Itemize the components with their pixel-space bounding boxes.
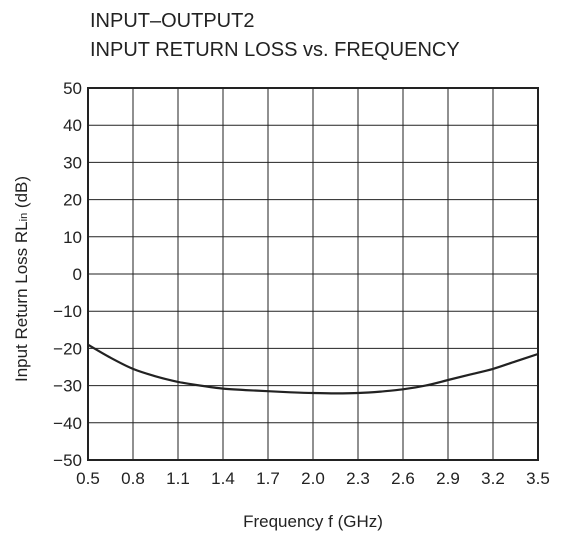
x-tick-label: 3.2 [481, 469, 505, 488]
y-tick-label: −30 [53, 377, 82, 396]
y-tick-labels: 50 40 30 20 10 0 −10 −20 −30 −40 −50 [53, 79, 82, 470]
plot-frame [87, 87, 539, 461]
y-tick-label: 10 [63, 228, 82, 247]
chart-title-line-2: INPUT RETURN LOSS vs. FREQUENCY [90, 39, 460, 61]
x-tick-label: 1.7 [256, 469, 280, 488]
x-tick-label: 2.0 [301, 469, 325, 488]
x-tick-label: 2.3 [346, 469, 370, 488]
return-loss-curve [87, 343, 539, 395]
y-tick-label: −40 [53, 414, 82, 433]
x-tick-labels: 0.5 0.8 1.1 1.4 1.7 2.0 2.3 2.6 2.9 3.2 3.5 [76, 469, 550, 488]
x-tick-label: 1.1 [166, 469, 190, 488]
y-tick-label: 50 [63, 79, 82, 98]
y-tick-label: −10 [53, 302, 82, 321]
x-tick-label: 3.5 [526, 469, 550, 488]
y-tick-label: 40 [63, 116, 82, 135]
x-tick-label: 0.8 [121, 469, 145, 488]
y-axis-label: Input Return Loss RLin (dB) [12, 176, 31, 382]
chart-title-line-1: INPUT–OUTPUT2 [90, 10, 254, 32]
x-tick-label: 0.5 [76, 469, 100, 488]
x-tick-label: 2.6 [391, 469, 415, 488]
y-tick-label: 0 [73, 265, 82, 284]
x-tick-label: 2.9 [436, 469, 460, 488]
x-axis-label: Frequency f (GHz) [243, 512, 383, 531]
grid [88, 88, 538, 460]
x-tick-label: 1.4 [211, 469, 235, 488]
y-tick-label: −20 [53, 339, 82, 358]
y-tick-label: −50 [53, 451, 82, 470]
y-tick-label: 20 [63, 191, 82, 210]
y-tick-label: 30 [63, 153, 82, 172]
